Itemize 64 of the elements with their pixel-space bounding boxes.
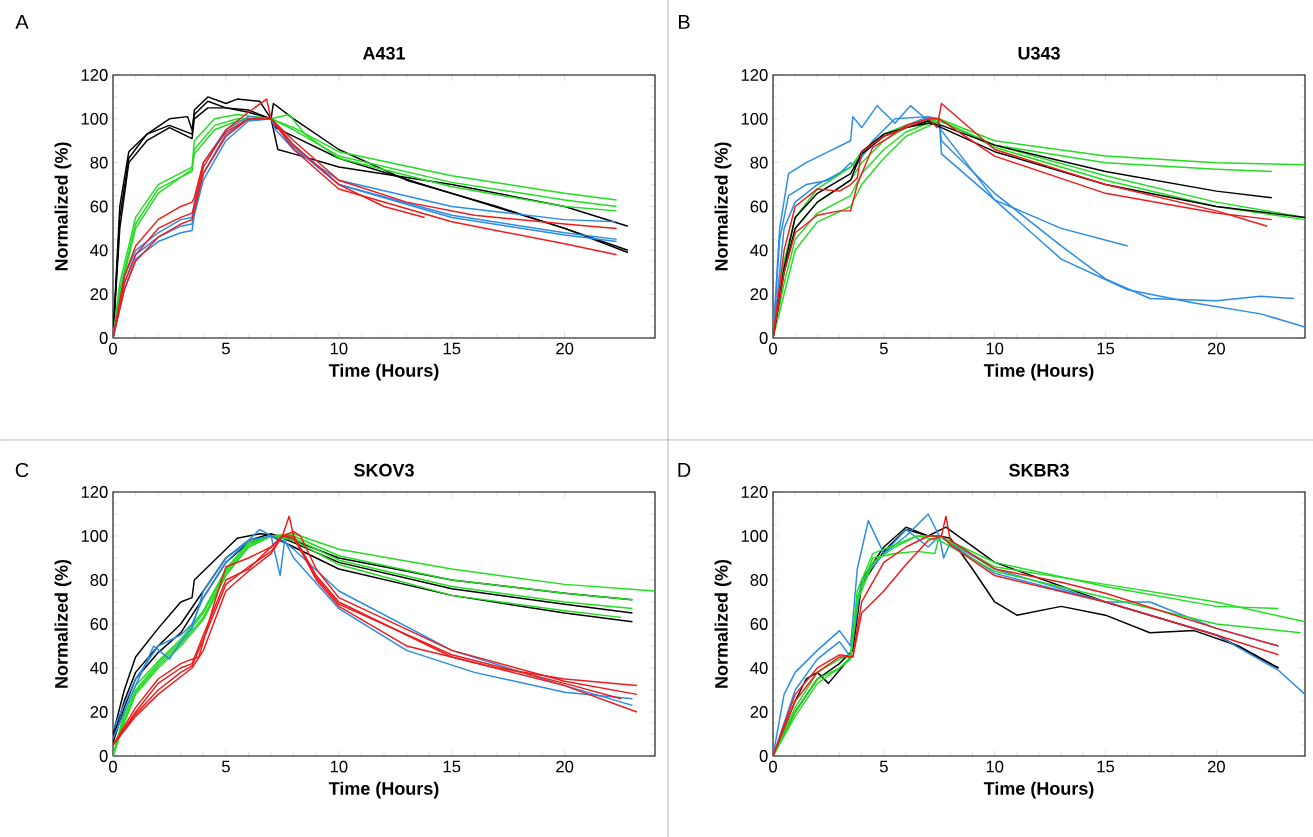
chart-title: U343 xyxy=(1018,46,1060,60)
y-axis-title: Normalized (%) xyxy=(714,142,732,271)
y-tick-label: 20 xyxy=(90,288,108,301)
x-tick-label: 5 xyxy=(879,760,888,773)
y-tick-label: 60 xyxy=(90,618,108,630)
y-axis-title: Normalized (%) xyxy=(54,559,72,688)
y-tick-label: 0 xyxy=(759,750,768,762)
y-tick-label: 40 xyxy=(90,662,108,674)
y-tick-label: 120 xyxy=(741,486,768,498)
x-tick-label: 20 xyxy=(556,760,574,773)
y-tick-label: 40 xyxy=(90,244,108,257)
x-tick-label: 0 xyxy=(769,760,777,773)
x-tick-label: 5 xyxy=(221,760,230,773)
x-tick-label: 15 xyxy=(1097,760,1115,773)
y-tick-label: 100 xyxy=(741,112,768,125)
y-axis-title: Normalized (%) xyxy=(714,559,732,688)
y-tick-label: 80 xyxy=(750,156,768,169)
y-tick-label: 80 xyxy=(90,574,108,586)
y-tick-label: 120 xyxy=(81,486,108,498)
x-axis-title: Time (Hours) xyxy=(983,363,1094,381)
y-tick-label: 60 xyxy=(750,200,768,213)
chart-title: A431 xyxy=(362,46,406,60)
x-tick-label: 10 xyxy=(986,760,1004,773)
y-tick-label: 100 xyxy=(81,530,108,542)
x-tick-label: 10 xyxy=(330,342,348,355)
y-tick-label: 20 xyxy=(90,706,108,718)
y-axis-title: Normalized (%) xyxy=(54,142,72,271)
x-tick-label: 10 xyxy=(986,342,1004,355)
y-tick-label: 60 xyxy=(750,618,768,630)
x-tick-label: 10 xyxy=(330,760,348,773)
x-tick-label: 15 xyxy=(1097,342,1115,355)
y-tick-label: 0 xyxy=(99,332,108,344)
y-tick-label: 20 xyxy=(750,706,768,718)
x-tick-label: 15 xyxy=(443,760,461,773)
x-axis-title: Time (Hours) xyxy=(328,781,439,799)
text: D xyxy=(678,463,691,477)
x-tick-label: 0 xyxy=(109,760,117,773)
x-axis-title: Time (Hours) xyxy=(983,781,1094,799)
x-tick-label: 0 xyxy=(109,342,117,355)
x-tick-label: 0 xyxy=(769,342,777,355)
chart-title: SKBR3 xyxy=(1009,463,1069,477)
x-tick-label: 5 xyxy=(879,342,888,355)
x-tick-label: 20 xyxy=(1207,760,1225,773)
text: A xyxy=(15,15,29,29)
y-tick-label: 0 xyxy=(99,750,108,762)
y-tick-label: 120 xyxy=(741,69,768,81)
y-tick-label: 20 xyxy=(750,288,768,301)
text: C xyxy=(15,462,29,478)
text: B xyxy=(678,15,690,29)
x-tick-label: 20 xyxy=(1207,342,1225,355)
y-tick-label: 80 xyxy=(90,156,108,169)
x-tick-label: 15 xyxy=(443,342,461,355)
y-tick-label: 60 xyxy=(90,200,108,213)
y-tick-label: 100 xyxy=(741,530,768,542)
y-tick-label: 120 xyxy=(81,69,108,81)
x-axis-title: Time (Hours) xyxy=(328,363,439,381)
y-tick-label: 40 xyxy=(750,662,768,674)
chart-title: SKOV3 xyxy=(354,463,414,477)
y-tick-label: 0 xyxy=(759,332,768,344)
x-tick-label: 5 xyxy=(221,342,230,355)
y-tick-label: 80 xyxy=(750,574,768,586)
y-tick-label: 40 xyxy=(750,244,768,257)
x-tick-label: 20 xyxy=(556,342,574,355)
y-tick-label: 100 xyxy=(81,112,108,125)
